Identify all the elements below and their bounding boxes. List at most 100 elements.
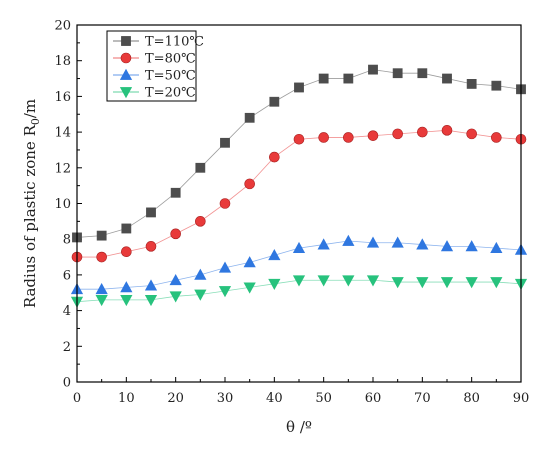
x-tick-label: 10 [118,391,135,406]
legend-marker [120,52,132,64]
series-line [77,129,522,258]
data-point [195,162,206,173]
data-point [416,238,429,250]
data-point [194,289,207,301]
y-axis-title: Radius of plastic zone R0/m [21,99,42,308]
data-point [366,275,380,287]
data-point [367,130,379,141]
data-point [195,216,206,227]
data-point [96,230,107,241]
plot-frame [76,24,522,383]
y-axis-title-unit: /m [21,99,39,118]
x-tick-label: 0 [73,391,81,406]
data-point [317,275,330,287]
data-point [95,294,108,307]
x-tick-label: 60 [365,391,382,406]
x-tick-label: 30 [217,391,234,406]
data-point [465,277,478,289]
series-2 [71,125,527,263]
data-point [120,281,133,293]
x-tick-label: 20 [167,391,184,406]
data-point [391,236,404,248]
y-tick-label: 2 [63,340,71,355]
data-point [441,125,453,136]
data-point [121,246,132,257]
data-point [169,291,182,303]
data-point [440,240,454,252]
data-point [269,151,280,163]
data-point [440,277,454,289]
data-point [294,82,304,93]
data-point [121,223,132,234]
data-point [218,261,232,273]
data-point [95,282,108,295]
data-point [491,80,502,91]
y-tick-label: 18 [54,54,71,69]
data-point [416,277,429,289]
data-point [170,228,181,240]
data-point [342,234,355,246]
x-tick-label: 40 [266,391,283,406]
data-point [490,277,503,289]
data-point [392,128,403,140]
y-tick-label: 8 [63,233,71,248]
data-point [491,132,502,143]
data-point [465,240,478,252]
data-point [366,236,380,248]
data-point [292,275,306,287]
data-point [343,73,354,84]
legend-label: T=50℃ [145,69,196,84]
y-tick-label: 4 [63,304,71,319]
data-point [392,68,403,79]
data-point [417,68,428,79]
legend-marker [119,68,133,80]
data-point [442,73,452,84]
legend-label: T=20℃ [145,86,196,101]
y-tick-label: 16 [54,90,71,105]
axis-ticks: 0 10 20 30 40 50 60 70 80 90 0 2 4 6 8 10 12 14 16 18 20 [54,19,529,407]
series-4 [70,275,528,308]
data-point [219,198,231,209]
data-point [268,249,281,261]
data-point [144,294,158,307]
data-point [293,133,305,145]
data-point [268,278,281,291]
x-tick-label: 80 [463,391,480,406]
y-tick-label: 10 [54,197,71,212]
x-tick-label: 90 [513,391,530,406]
chart-series [70,64,528,308]
data-point [120,294,133,307]
data-point [269,96,280,107]
data-point [317,238,330,250]
legend-marker [121,36,131,46]
data-point [466,79,477,89]
x-axis-title: θ /º [286,418,312,436]
y-axis-title-main: Radius of plastic zone R [21,124,39,308]
y-axis-title-subscript: 0 [29,118,42,125]
series-3 [70,234,528,295]
data-point [368,64,378,75]
data-point [318,132,329,143]
y-tick-label: 12 [54,161,71,176]
data-point [417,126,428,138]
y-tick-label: 6 [63,268,71,283]
data-point [144,279,158,291]
legend-marker [119,87,133,99]
data-point [343,132,354,143]
data-point [145,241,157,252]
y-tick-label: 14 [54,126,71,141]
data-point [318,73,329,84]
data-point [243,256,256,268]
data-point [170,187,181,198]
data-point [194,268,207,280]
legend-label: T=110℃ [145,35,204,50]
data-point [466,128,477,140]
data-point [244,112,255,123]
data-point [490,241,503,254]
y-tick-label: 20 [54,19,71,34]
data-point [96,251,107,263]
x-tick-label: 70 [414,391,431,406]
y-tick-label: 0 [63,376,71,391]
legend-label: T=80℃ [145,52,196,67]
